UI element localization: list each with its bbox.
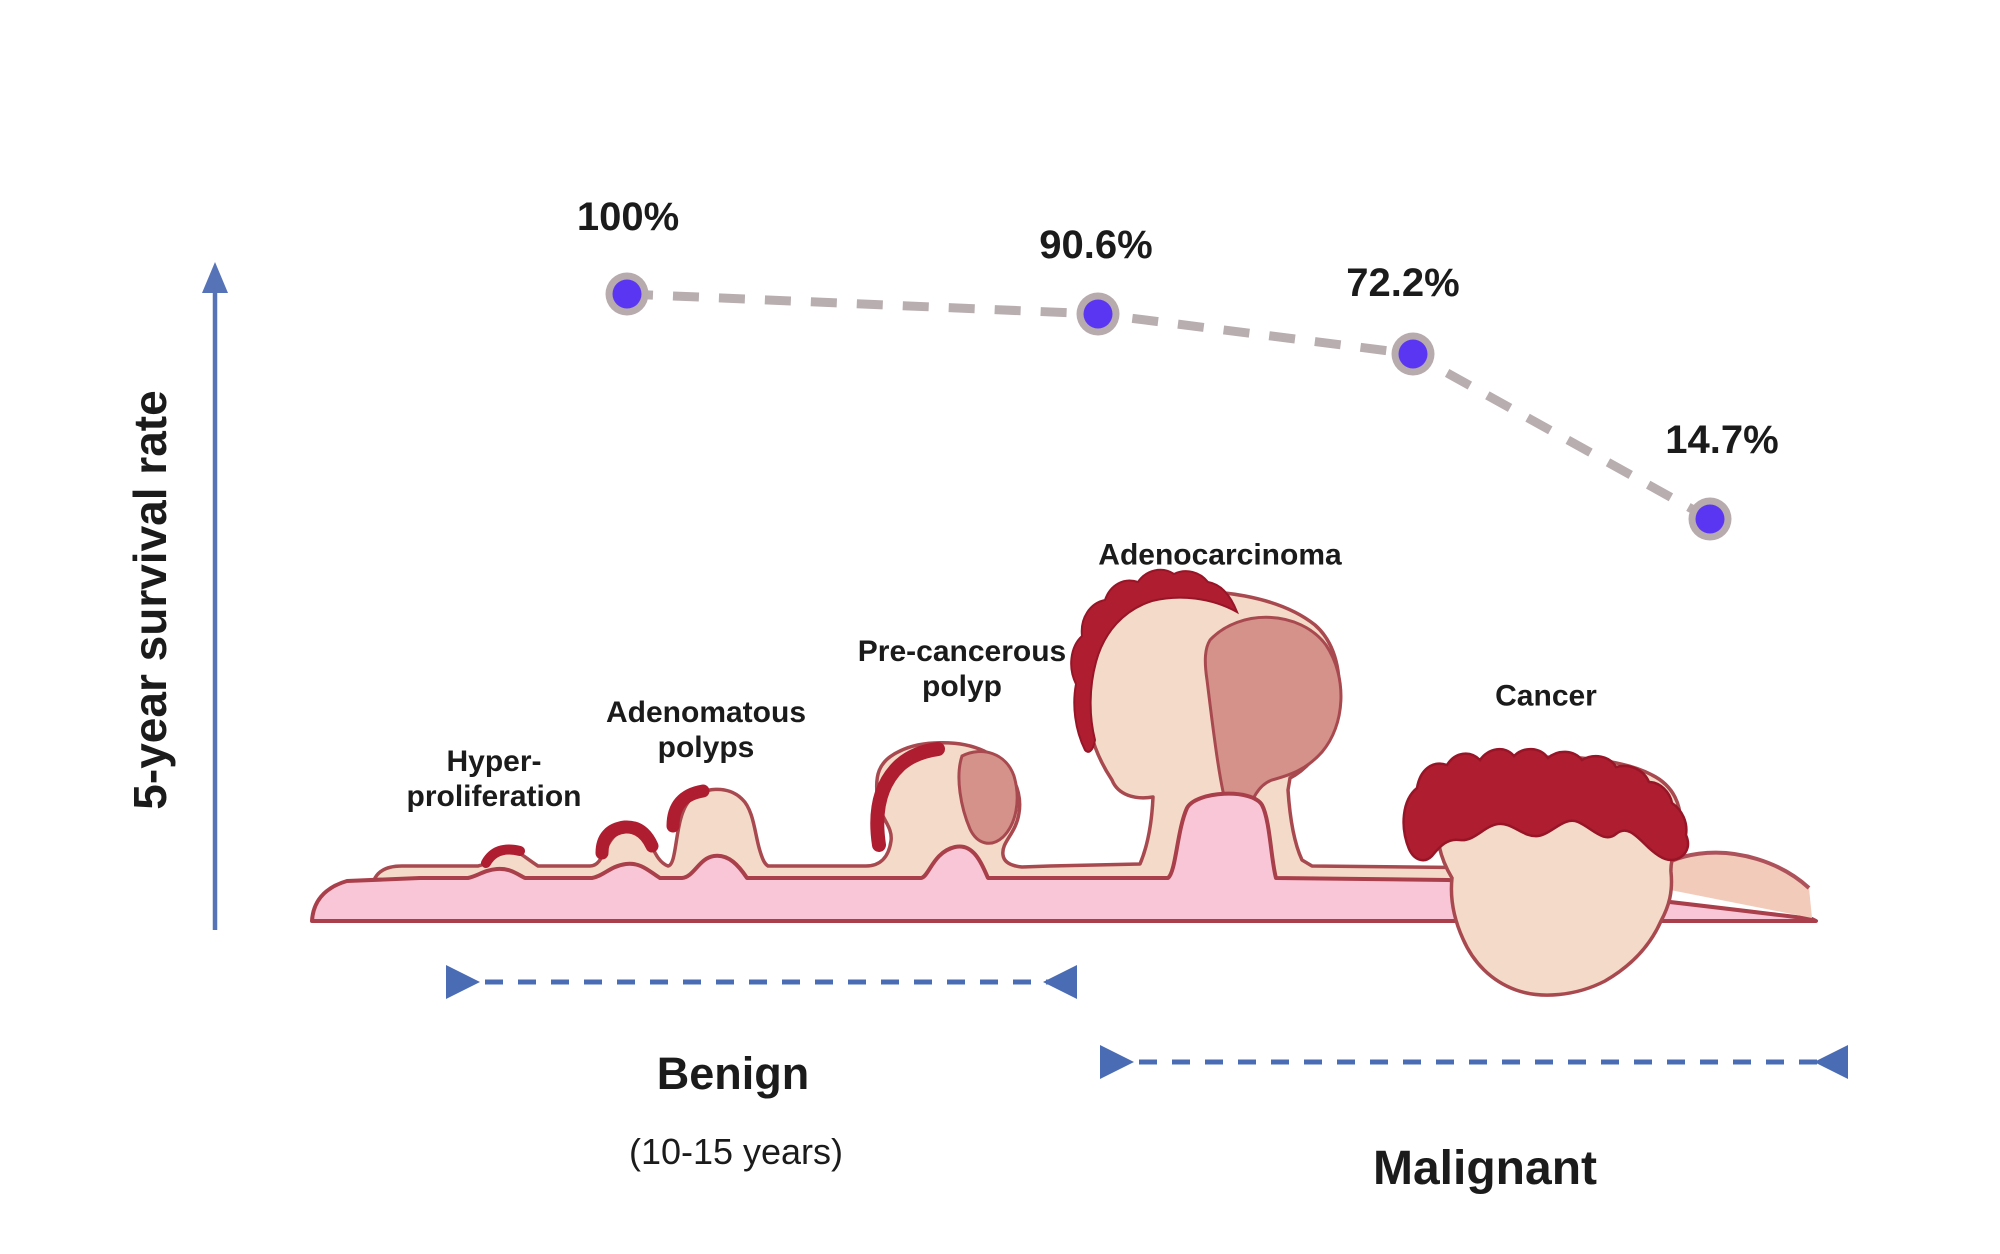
- malignant-label: Malignant: [1373, 1142, 1597, 1196]
- point-label-72-2: 72.2%: [1346, 260, 1460, 305]
- tissue-illustration: [310, 568, 1818, 997]
- benign-left-triangle-icon: [446, 965, 480, 999]
- benign-duration-label: (10-15 years): [628, 1131, 844, 1173]
- lesion-ridge-adenocarcinoma: [1070, 568, 1239, 753]
- cancer-crown: [1402, 747, 1690, 862]
- lesion-cap-precancerous-polyp: [870, 742, 945, 852]
- benign-label: Benign: [656, 1047, 810, 1099]
- dysplasia-patch-precancerous: [957, 750, 1019, 845]
- point-label-14-7: 14.7%: [1665, 417, 1779, 462]
- data-point-72-2: [1391, 332, 1435, 376]
- data-point-100: [605, 272, 649, 316]
- tissue-flap-right: [1650, 852, 1812, 918]
- y-axis-arrow-icon: [202, 262, 228, 293]
- y-axis-label: 5-year survival rate: [124, 390, 176, 810]
- malignant-left-triangle-icon: [1100, 1045, 1134, 1079]
- point-label-100: 100%: [576, 194, 680, 239]
- malignant-right-triangle-icon: [1814, 1045, 1848, 1079]
- survival-dashed-line: [626, 289, 1713, 523]
- stage-label-hyperproliferation: Hyper- proliferation: [406, 745, 582, 813]
- dysplasia-patch-adenocarcinoma: [1203, 615, 1343, 821]
- data-point-90-6: [1076, 292, 1120, 336]
- data-point-14-7: [1688, 497, 1732, 541]
- malignant-range-arrow: [1100, 1045, 1848, 1079]
- point-label-90-6: 90.6%: [1039, 222, 1153, 267]
- y-axis: [202, 262, 228, 930]
- lesion-cap-adenomatous-polyp: [666, 784, 710, 833]
- benign-range-arrow: [446, 965, 1077, 999]
- lesion-cap-hyperproliferation: [481, 844, 525, 868]
- stage-label-cancer: Cancer: [1495, 679, 1597, 713]
- stage-label-precancerous-polyp: Pre-cancerous polyp: [857, 635, 1067, 703]
- stage-label-adenomatous-polyps: Adenomatous polyps: [605, 696, 807, 764]
- survival-line-chart: [605, 272, 1732, 541]
- mucosa-base-band: [310, 791, 1818, 923]
- lesion-cap-small-polyp: [595, 820, 659, 860]
- stage-label-adenocarcinoma: Adenocarcinoma: [1098, 538, 1342, 572]
- benign-right-triangle-icon: [1043, 965, 1077, 999]
